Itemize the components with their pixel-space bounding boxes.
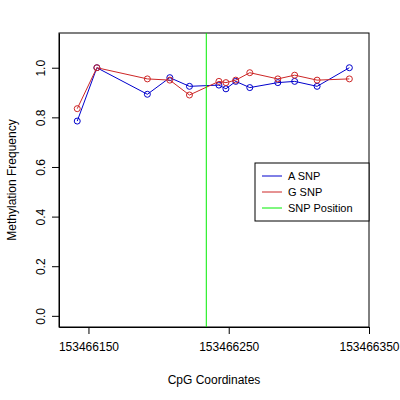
y-tick-label: 0.2 xyxy=(34,258,48,275)
point xyxy=(216,78,222,84)
point xyxy=(247,70,253,76)
x-tick: 153466150 xyxy=(59,327,119,354)
y-tick-mark xyxy=(52,68,59,69)
point xyxy=(346,76,352,82)
y-tick: 0.6 xyxy=(34,159,59,176)
y-tick-mark xyxy=(52,117,59,118)
y-axis: 0.0 0.2 0.4 0.6 0.8 1.0 xyxy=(34,34,60,328)
point xyxy=(346,65,352,71)
y-tick-label: 0.8 xyxy=(34,109,48,126)
x-tick: 153466350 xyxy=(339,327,399,354)
point xyxy=(275,76,281,82)
point xyxy=(74,118,80,124)
legend-swatch xyxy=(262,192,282,193)
y-tick-mark xyxy=(52,217,59,218)
x-tick: 153466250 xyxy=(199,327,259,354)
legend: A SNP G SNP SNP Position xyxy=(255,163,369,221)
x-tick-mark xyxy=(229,327,230,334)
point xyxy=(292,72,298,78)
point xyxy=(314,77,320,83)
point xyxy=(167,77,173,83)
x-tick-mark xyxy=(369,327,370,334)
legend-label: SNP Position xyxy=(288,202,353,214)
y-axis-title: Methylation Frequency xyxy=(5,119,19,240)
point xyxy=(223,86,229,92)
y-tick-label: 0.6 xyxy=(34,159,48,176)
point xyxy=(223,80,229,86)
y-tick: 0.2 xyxy=(34,258,59,275)
snp-line xyxy=(206,33,207,327)
point xyxy=(144,91,150,97)
plot-frame xyxy=(59,33,369,327)
point xyxy=(233,77,239,83)
point xyxy=(247,85,253,91)
x-axis-title: CpG Coordinates xyxy=(168,373,261,387)
plot-area xyxy=(74,33,352,327)
y-tick-mark xyxy=(52,167,59,168)
point xyxy=(94,65,100,71)
series-line xyxy=(77,68,349,121)
chart: 1534661501534662501534663500.00.20.40.60… xyxy=(0,0,400,400)
x-axis: 153466150 153466250 153466350 xyxy=(59,327,400,354)
point xyxy=(144,76,150,82)
x-axis-line xyxy=(60,327,370,328)
point xyxy=(186,83,192,89)
x-tick-mark xyxy=(88,327,89,334)
y-tick-mark xyxy=(52,316,59,317)
y-tick-label: 0.0 xyxy=(34,308,48,325)
y-tick: 1.0 xyxy=(34,60,59,77)
point xyxy=(314,83,320,89)
point xyxy=(292,78,298,84)
series-line xyxy=(77,68,349,109)
legend-box xyxy=(255,163,369,221)
legend-swatch xyxy=(262,208,282,209)
y-tick: 0.0 xyxy=(34,308,59,325)
x-tick-label: 153466350 xyxy=(339,340,399,354)
y-tick: 0.8 xyxy=(34,109,59,126)
x-tick-label: 153466250 xyxy=(199,340,259,354)
y-tick-label: 0.4 xyxy=(34,208,48,225)
legend-label: A SNP xyxy=(288,170,320,182)
legend-label: G SNP xyxy=(288,186,322,198)
point xyxy=(74,106,80,112)
legend-swatch xyxy=(262,176,282,177)
y-tick-mark xyxy=(52,266,59,267)
y-tick: 0.4 xyxy=(34,208,59,225)
y-axis-line xyxy=(59,34,60,328)
x-tick-label: 153466150 xyxy=(59,340,119,354)
y-tick-label: 1.0 xyxy=(34,60,48,77)
point xyxy=(186,92,192,98)
